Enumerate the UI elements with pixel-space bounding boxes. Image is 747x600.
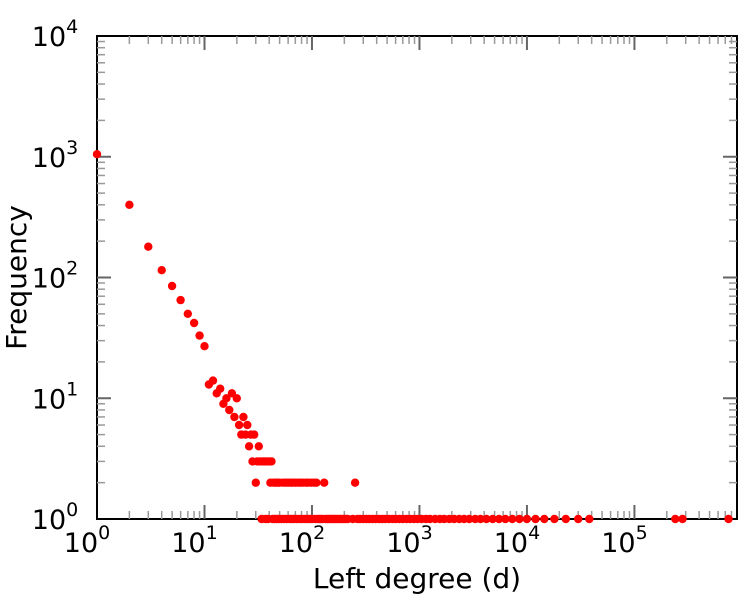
x-tick-label: 105 xyxy=(601,522,647,559)
data-point xyxy=(125,200,134,209)
data-point xyxy=(476,514,485,524)
data-point xyxy=(254,442,263,451)
data-point xyxy=(189,318,199,328)
data-point xyxy=(176,295,185,305)
data-point xyxy=(320,478,329,487)
data-point xyxy=(216,384,225,393)
y-tick-label: 104 xyxy=(32,16,78,53)
data-point xyxy=(501,514,510,524)
y-tick-label: 102 xyxy=(32,258,78,295)
data-point xyxy=(522,514,532,524)
x-tick-label: 102 xyxy=(279,522,325,559)
data-point xyxy=(267,457,276,466)
data-point xyxy=(167,281,177,291)
major-ticks xyxy=(97,36,737,519)
data-point xyxy=(465,514,474,524)
minor-ticks xyxy=(97,36,737,519)
data-point xyxy=(92,150,102,159)
data-point xyxy=(724,514,733,524)
data-point xyxy=(239,412,248,422)
data-point xyxy=(671,514,680,524)
x-tick-label: 103 xyxy=(386,522,432,559)
data-point xyxy=(232,394,241,403)
data-point xyxy=(540,514,549,524)
data-point xyxy=(531,514,540,524)
y-axis-label: Frequency xyxy=(0,205,33,350)
data-point xyxy=(234,420,244,430)
y-tick-label: 101 xyxy=(32,378,78,415)
data-points xyxy=(92,150,733,524)
data-point xyxy=(550,514,559,524)
data-point xyxy=(350,478,360,487)
data-point xyxy=(144,242,153,251)
data-point xyxy=(243,420,252,430)
data-point xyxy=(561,514,570,524)
data-point xyxy=(488,514,497,524)
x-tick-label: 104 xyxy=(494,522,540,559)
data-point xyxy=(157,266,166,275)
plot-area xyxy=(96,35,738,520)
data-point xyxy=(574,514,583,524)
x-tick-label: 101 xyxy=(171,522,217,559)
data-point xyxy=(250,430,259,439)
data-point xyxy=(494,514,504,524)
y-tick-label: 100 xyxy=(32,499,78,536)
data-point xyxy=(515,514,524,524)
data-point xyxy=(508,514,517,524)
data-point xyxy=(312,478,321,487)
tick-labels: 100 101 102 103 104 105 100 101 102 103 104 xyxy=(32,16,648,559)
data-point xyxy=(183,309,192,318)
data-point xyxy=(200,342,209,351)
data-point xyxy=(225,405,234,415)
x-tick-label: 100 xyxy=(64,522,110,559)
y-tick-label: 103 xyxy=(32,137,78,174)
data-point xyxy=(222,394,231,403)
x-axis-label: Left degree (d) xyxy=(313,562,521,595)
data-point xyxy=(585,514,594,524)
data-point xyxy=(208,376,218,385)
data-point xyxy=(195,331,204,340)
data-point xyxy=(230,412,239,422)
data-point xyxy=(251,478,260,487)
data-point xyxy=(678,514,687,524)
data-point xyxy=(482,514,491,524)
data-point xyxy=(244,442,254,451)
